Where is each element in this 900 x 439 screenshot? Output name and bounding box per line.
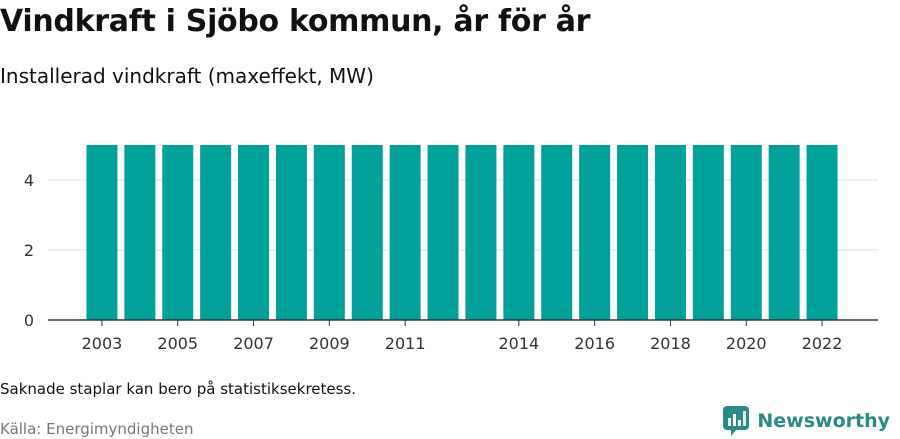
bar	[541, 145, 573, 320]
bar	[124, 145, 156, 320]
bar	[730, 145, 762, 320]
bar	[238, 145, 270, 320]
bar	[692, 145, 724, 320]
bar	[579, 145, 611, 320]
bar	[162, 145, 194, 320]
x-tick-label: 2005	[157, 334, 198, 353]
newsworthy-logo: Newsworthy	[723, 405, 890, 437]
chart-subtitle: Installerad vindkraft (maxeffekt, MW)	[0, 64, 374, 88]
bar	[427, 145, 459, 320]
bar	[806, 145, 838, 320]
x-tick-label: 2007	[233, 334, 274, 353]
x-tick-label: 2016	[574, 334, 615, 353]
x-tick-label: 2022	[802, 334, 843, 353]
bar	[654, 145, 686, 320]
bar	[313, 145, 345, 320]
x-tick-label: 2018	[650, 334, 691, 353]
bar	[617, 145, 649, 320]
x-tick-label: 2014	[498, 334, 539, 353]
x-tick-label: 2003	[82, 334, 123, 353]
y-tick-label: 0	[24, 311, 34, 330]
x-tick-label: 2020	[726, 334, 767, 353]
bar	[768, 145, 800, 320]
brand-name: Newsworthy	[757, 410, 890, 432]
bar	[86, 145, 118, 320]
footnote: Saknade staplar kan bero på statistiksek…	[0, 380, 357, 398]
bar	[200, 145, 232, 320]
chart-title: Vindkraft i Sjöbo kommun, år för år	[0, 4, 591, 39]
bar-chart: 0 2 4 2003 2005 2007 2009 2011 2014 2016 2018 2020 2…	[24, 145, 878, 353]
x-tick-label: 2009	[309, 334, 350, 353]
x-tick-label: 2011	[385, 334, 426, 353]
bar	[275, 145, 307, 320]
newsworthy-logo-icon	[723, 406, 750, 436]
y-tick-label: 2	[24, 241, 34, 260]
bar	[389, 145, 421, 320]
bar	[465, 145, 497, 320]
source-text: Källa: Energimyndigheten	[0, 420, 194, 438]
bar	[351, 145, 383, 320]
y-tick-label: 4	[24, 171, 34, 190]
bar	[503, 145, 535, 320]
